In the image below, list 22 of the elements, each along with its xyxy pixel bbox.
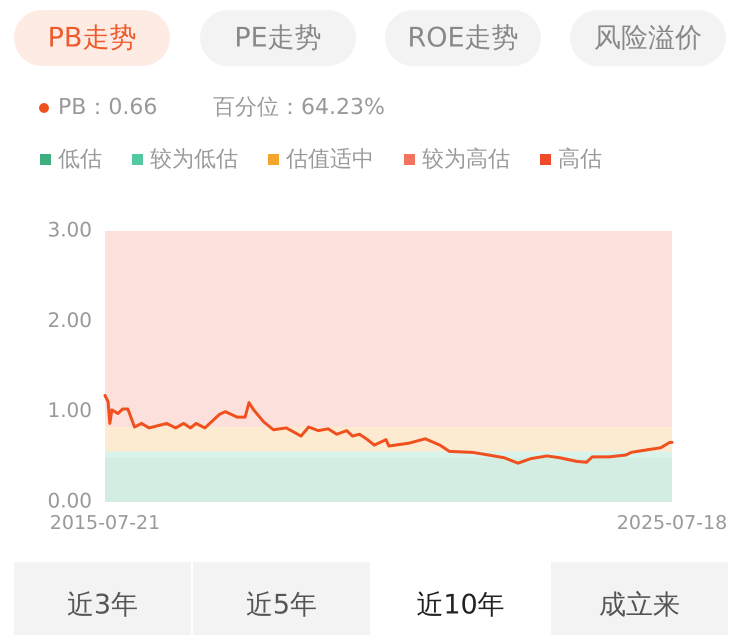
legend-label: 较为高估: [422, 147, 510, 172]
y-tick-label: 3.00: [47, 217, 92, 242]
y-tick-label: 1.00: [47, 398, 92, 422]
x-tick-label: 2025-07-18: [616, 512, 728, 534]
y-tick-label: 0.00: [47, 488, 92, 512]
line-series: [104, 394, 674, 465]
text: 成立来: [599, 589, 680, 620]
text: 近10年: [416, 589, 505, 620]
legend-label: 较为低估: [150, 147, 238, 172]
text: PB：0.66: [58, 95, 158, 120]
legend-label: 估值适中: [285, 147, 374, 172]
text: PE走势: [234, 22, 322, 54]
text: PB走势: [48, 22, 136, 54]
text: 近5年: [246, 589, 318, 620]
text: ROE走势: [407, 22, 519, 54]
text: 百分位：64.23%: [213, 95, 385, 120]
text: 近3年: [66, 589, 138, 620]
text: 风险溢价: [594, 22, 702, 54]
y-tick-label: 2.00: [47, 308, 92, 332]
legend-label: 低估: [58, 147, 102, 172]
text: 高估: [558, 147, 602, 172]
x-tick-label: 2015-07-21: [50, 512, 160, 534]
